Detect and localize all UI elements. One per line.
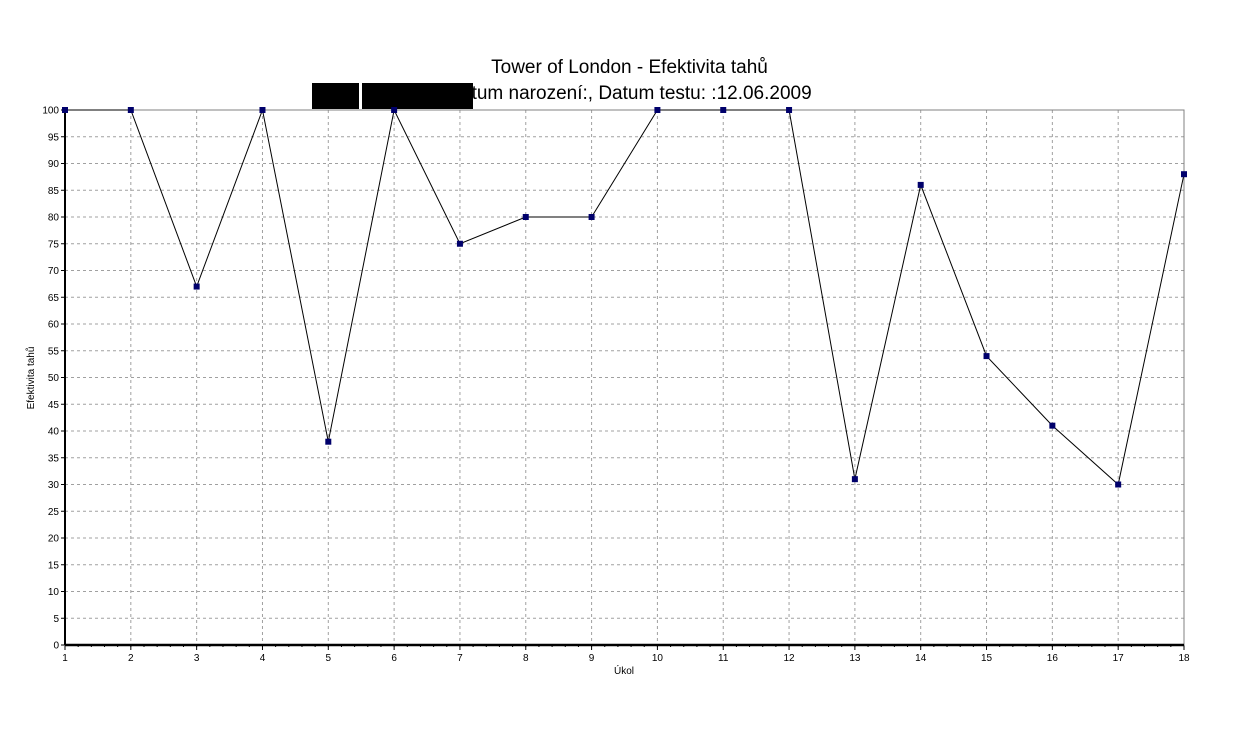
x-tick-label: 8 (523, 653, 529, 664)
y-tick-label: 25 (48, 507, 60, 518)
x-axis-label: Úkol (614, 664, 634, 677)
data-point (325, 438, 332, 445)
x-tick-label: 15 (981, 653, 993, 664)
data-point (983, 353, 990, 360)
x-tick-label: 7 (457, 653, 463, 664)
y-tick-label: 95 (48, 132, 60, 143)
series-line (65, 108, 1185, 486)
data-point (193, 283, 200, 290)
y-tick-label: 20 (48, 534, 60, 545)
chart-title: Tower of London - Efektivita tahů (491, 57, 768, 78)
y-tick-label: 90 (48, 159, 60, 170)
y-tick-label: 0 (53, 641, 59, 652)
x-tick-label: 4 (260, 653, 266, 664)
x-tick-label: 14 (915, 653, 927, 664)
data-point (720, 107, 727, 113)
x-tick-label: 18 (1178, 653, 1190, 664)
chart-subtitle: Datum narození:, Datum testu: :12.06.200… (447, 83, 812, 104)
y-tick-label: 5 (53, 614, 59, 625)
y-tick-label: 50 (48, 373, 60, 384)
y-tick-label: 65 (48, 293, 60, 304)
y-tick-label: 75 (48, 239, 60, 250)
data-point (786, 107, 793, 113)
x-tick-label: 9 (589, 653, 595, 664)
data-point (391, 107, 398, 113)
x-tick-label: 11 (718, 653, 729, 664)
data-point (62, 107, 68, 113)
y-tick-label: 70 (48, 266, 60, 277)
redaction-bar (312, 83, 359, 109)
redaction-bar (362, 83, 473, 109)
data-point (917, 181, 924, 188)
x-tick-label: 16 (1047, 653, 1059, 664)
x-tick-label: 13 (849, 653, 861, 664)
x-tick-label: 6 (391, 653, 397, 664)
tick-labels: 0510152025303540455055606570758085909510… (42, 106, 1190, 665)
data-point (1115, 481, 1122, 488)
data-point (654, 107, 661, 113)
y-tick-label: 40 (48, 427, 60, 438)
data-point (259, 107, 266, 113)
x-tick-label: 3 (194, 653, 200, 664)
y-tick-label: 45 (48, 400, 60, 411)
y-tick-label: 60 (48, 320, 60, 331)
y-tick-label: 80 (48, 213, 60, 224)
x-tick-label: 10 (652, 653, 664, 664)
x-tick-label: 5 (326, 653, 332, 664)
y-tick-label: 55 (48, 346, 60, 357)
axes (61, 109, 1185, 650)
data-series (62, 107, 1187, 488)
data-point (588, 214, 595, 220)
data-point (1181, 171, 1187, 178)
y-tick-label: 15 (48, 560, 60, 571)
x-tick-label: 1 (62, 653, 68, 664)
data-point (1049, 422, 1056, 429)
y-tick-label: 30 (48, 480, 60, 491)
y-tick-label: 100 (42, 106, 59, 117)
y-axis-label: Efektivita tahů (25, 347, 37, 410)
data-point (127, 107, 134, 113)
data-point (456, 240, 463, 247)
y-tick-label: 35 (48, 453, 60, 464)
y-tick-label: 10 (48, 587, 60, 598)
data-point (522, 214, 529, 220)
x-tick-label: 12 (783, 653, 795, 664)
y-tick-label: 85 (48, 186, 60, 197)
x-tick-label: 2 (128, 653, 134, 664)
x-tick-label: 17 (1113, 653, 1125, 664)
data-point (851, 476, 858, 483)
